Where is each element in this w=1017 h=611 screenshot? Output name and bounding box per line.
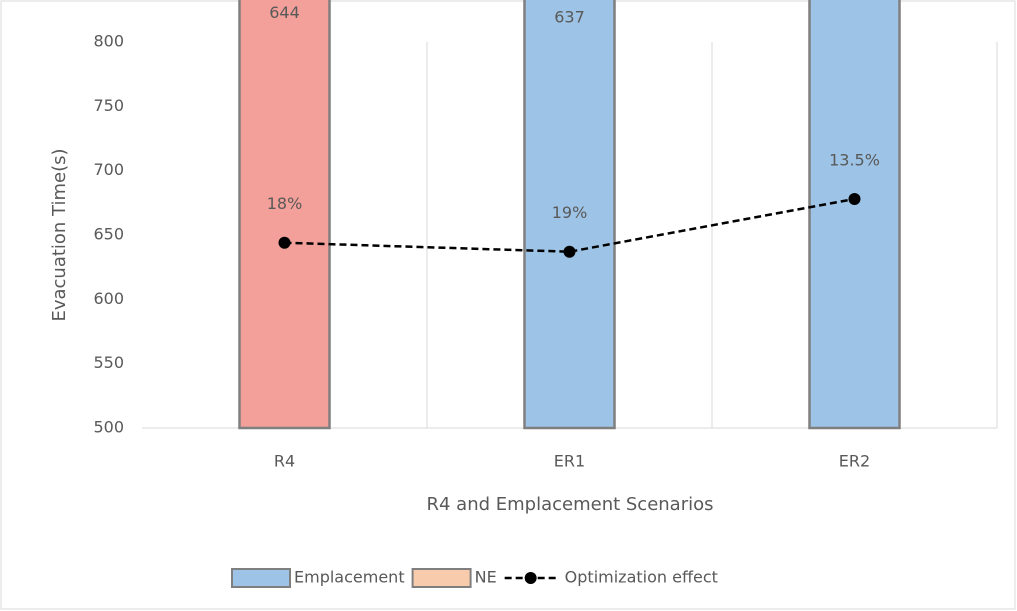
data-label: 637 [554,8,585,27]
line-point [848,192,861,205]
y-tick-label: 800 [93,32,124,51]
annotation: 13.5% [829,150,880,169]
bar-segment [523,0,616,430]
line [284,197,855,253]
x-tick-label: R4 [274,452,295,471]
x-tick-label: ER2 [839,452,870,471]
legend-swatch [411,568,472,588]
y-tick-label: 750 [93,96,124,115]
data-label: 644 [269,3,300,22]
y-tick-label: 550 [93,353,124,372]
y-tick-label: 650 [93,225,124,244]
y-tick-label: 600 [93,289,124,308]
y-axis-title: Evacuation Time(s) [49,148,70,321]
x-axis-title: R4 and Emplacement Scenarios [426,494,713,515]
y-tick-label: 500 [93,418,124,437]
x-tick-label: ER1 [554,452,585,471]
y-tick-label: 700 [93,160,124,179]
legend-marker [524,572,537,584]
line-point [563,245,576,258]
legend-label: Optimization effect [565,568,718,587]
bar-segment [238,0,331,430]
line-point [278,236,291,249]
bar-segment [808,0,901,430]
legend-swatch [231,568,291,588]
legend-label: NE [475,568,497,587]
annotation: 19% [552,203,588,222]
annotation: 18% [267,194,303,213]
legend-label: Emplacement [294,568,405,587]
